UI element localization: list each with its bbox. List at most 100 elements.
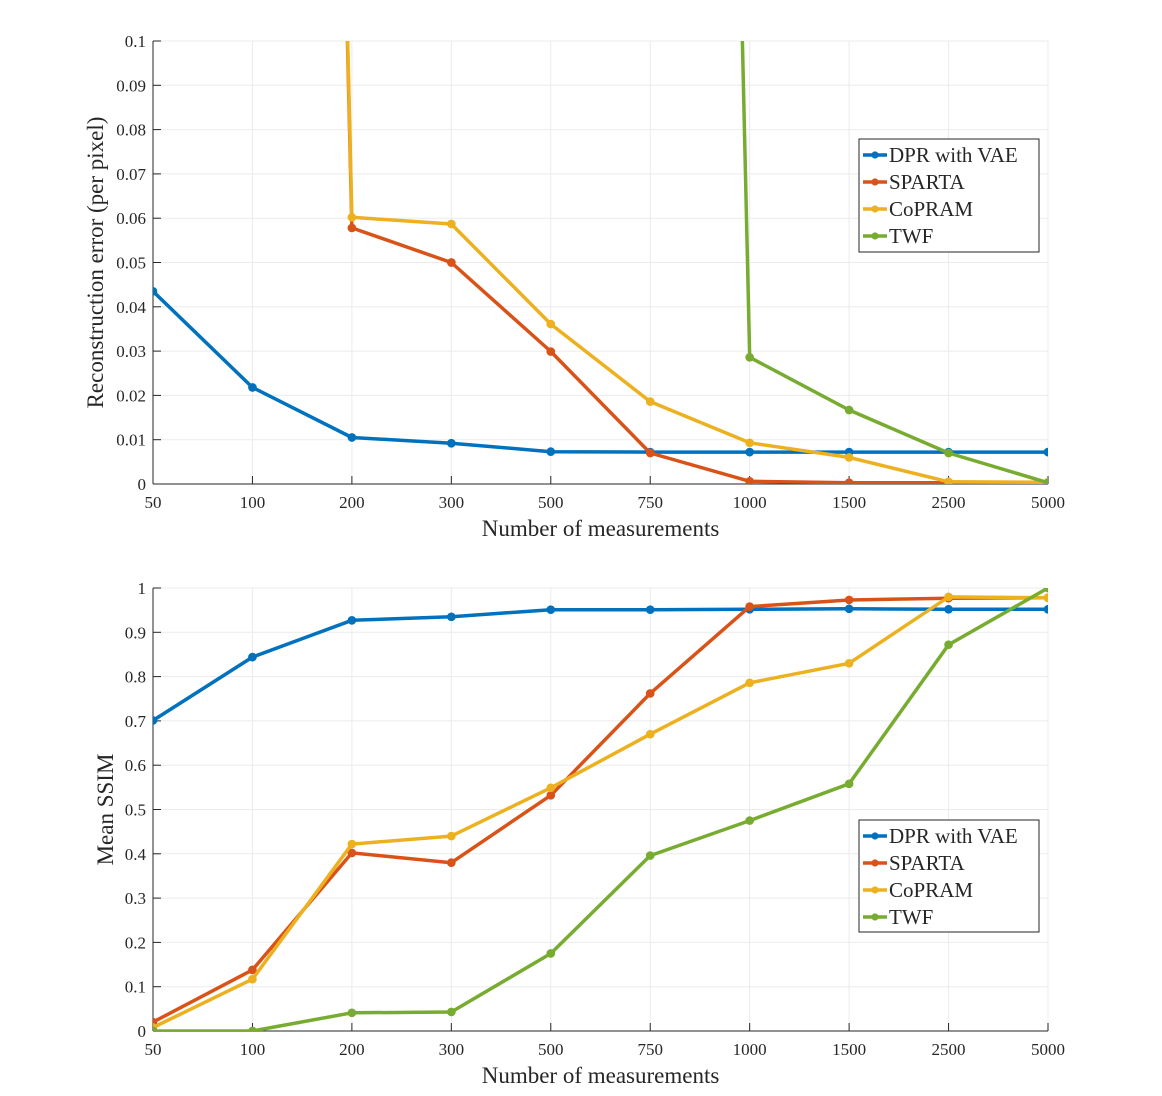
sparta-point bbox=[347, 223, 357, 233]
x-tick-label: 750 bbox=[637, 493, 663, 512]
sparta-point bbox=[446, 258, 456, 267]
sparta-point bbox=[844, 478, 854, 484]
legend-marker-twf bbox=[871, 232, 879, 240]
twf-point bbox=[446, 1007, 456, 1017]
legend-label-sparta: SPARTA bbox=[889, 851, 965, 875]
x-tick-label: 50 bbox=[145, 1040, 162, 1059]
y-tick-label: 0.7 bbox=[125, 712, 147, 731]
y-tick-label: 0.3 bbox=[125, 889, 146, 908]
y-tick-label: 0.03 bbox=[116, 342, 146, 361]
legend-label-twf: TWF bbox=[889, 224, 933, 248]
copram-point bbox=[546, 319, 556, 329]
x-tick-label: 750 bbox=[637, 1040, 663, 1059]
dpr-with-vae-point bbox=[546, 605, 556, 615]
x-tick-label: 100 bbox=[240, 1040, 266, 1059]
y-tick-label: 0.2 bbox=[125, 933, 146, 952]
dpr-with-vae-point bbox=[446, 612, 456, 622]
legend-label-twf: TWF bbox=[889, 905, 933, 929]
twf-point bbox=[944, 640, 953, 650]
copram-point bbox=[645, 729, 655, 739]
y-tick-label: 0.05 bbox=[116, 254, 146, 273]
y-tick-label: 0.8 bbox=[125, 668, 146, 687]
y-tick-label: 0.6 bbox=[125, 756, 146, 775]
y-tick-label: 0.09 bbox=[116, 76, 146, 95]
legend-box bbox=[858, 138, 1040, 253]
copram-point bbox=[1043, 593, 1048, 603]
y-tick-label: 0.01 bbox=[116, 431, 146, 450]
copram-point bbox=[446, 219, 456, 229]
legend-marker-sparta bbox=[871, 178, 879, 186]
x-tick-label: 2500 bbox=[932, 493, 966, 512]
y-tick-label: 0 bbox=[138, 475, 147, 494]
copram-point bbox=[844, 658, 854, 668]
copram-point bbox=[248, 974, 257, 984]
x-tick-label: 300 bbox=[439, 1040, 465, 1059]
dpr-with-vae-point bbox=[745, 447, 755, 457]
copram-point bbox=[546, 783, 556, 793]
twf-point bbox=[944, 448, 953, 458]
reconstruction-error-plot: 50 100 200 300 500 750 1000 1500 2500 5000 0 0.01 0.… bbox=[83, 32, 1065, 541]
legend-label-dpr-with-vae: DPR with VAE bbox=[889, 824, 1018, 848]
mean-ssim-plot: 50 100 200 300 500 750 1000 1500 2500 5000 0 0.1 0.2… bbox=[93, 579, 1065, 1088]
dpr-with-vae-point bbox=[844, 604, 854, 614]
sparta-point bbox=[645, 689, 655, 698]
series-group bbox=[153, 41, 1048, 484]
twf-point bbox=[347, 1008, 357, 1018]
legend-label-copram: CoPRAM bbox=[889, 197, 973, 221]
sparta-point bbox=[546, 347, 556, 356]
legend: DPR with VAE SPARTA CoPRAM TWF bbox=[858, 819, 1040, 933]
y-tick-label: 0.5 bbox=[125, 801, 146, 820]
twf-point bbox=[745, 816, 755, 825]
y-axis-label: Mean SSIM bbox=[93, 754, 118, 866]
legend-label-sparta: SPARTA bbox=[889, 170, 965, 194]
y-axis-label: Reconstruction error (per pixel) bbox=[83, 117, 108, 409]
y-tick-label: 0.07 bbox=[116, 165, 146, 184]
twf-point bbox=[844, 779, 854, 789]
y-tick-label: 0.9 bbox=[125, 623, 146, 642]
twf-point bbox=[645, 851, 655, 860]
x-tick-label: 1000 bbox=[733, 1040, 767, 1059]
twf-point bbox=[153, 1026, 158, 1031]
y-tick-label: 0.4 bbox=[125, 845, 147, 864]
copram-line bbox=[153, 595, 1048, 1030]
x-tick-label: 200 bbox=[339, 493, 365, 512]
copram-point bbox=[944, 477, 953, 484]
legend: DPR with VAE SPARTA CoPRAM TWF bbox=[858, 138, 1040, 253]
sparta-point bbox=[347, 848, 357, 858]
y-tick-label: 0 bbox=[138, 1022, 147, 1041]
x-tick-label: 5000 bbox=[1031, 493, 1065, 512]
y-tick-label: 1 bbox=[138, 579, 147, 598]
sparta-point bbox=[745, 476, 755, 484]
dpr-with-vae-point bbox=[347, 433, 357, 442]
legend-marker-dpr-with-vae bbox=[871, 832, 879, 840]
x-tick-label: 500 bbox=[538, 1040, 564, 1059]
dpr-with-vae-point bbox=[1043, 447, 1048, 457]
x-tick-label: 1000 bbox=[733, 493, 767, 512]
dpr-with-vae-line bbox=[153, 289, 1048, 454]
x-axis-label: Number of measurements bbox=[482, 1063, 720, 1088]
y-tick-label: 0.1 bbox=[125, 978, 146, 997]
dpr-with-vae-line bbox=[153, 607, 1048, 723]
dpr-with-vae-point bbox=[1043, 604, 1048, 614]
copram-point bbox=[645, 397, 655, 406]
dpr-with-vae-point bbox=[645, 605, 655, 615]
series-group bbox=[153, 588, 1048, 1031]
dpr-with-vae-point bbox=[546, 447, 556, 457]
x-tick-label: 500 bbox=[538, 493, 564, 512]
twf-point bbox=[1043, 478, 1048, 484]
dpr-with-vae-point bbox=[153, 716, 158, 725]
x-tick-label: 1500 bbox=[832, 1040, 866, 1059]
y-tick-label: 0.1 bbox=[125, 32, 146, 51]
copram-point bbox=[745, 438, 755, 448]
sparta-point bbox=[248, 965, 257, 975]
copram-point bbox=[347, 839, 357, 849]
copram-point bbox=[944, 592, 953, 602]
twf-point bbox=[248, 1026, 257, 1031]
sparta-point bbox=[745, 602, 755, 611]
x-tick-label: 50 bbox=[145, 493, 162, 512]
legend-marker-twf bbox=[871, 913, 879, 921]
dpr-with-vae-point bbox=[248, 383, 257, 392]
y-tick-label: 0.04 bbox=[116, 298, 146, 317]
x-tick-label: 300 bbox=[439, 493, 465, 512]
